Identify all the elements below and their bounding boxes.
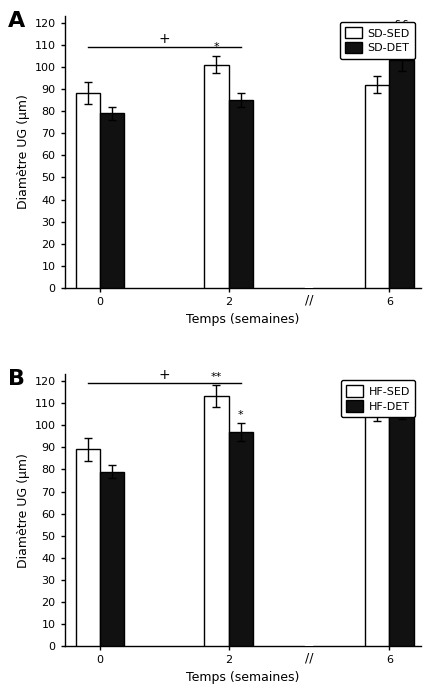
Text: **: ** xyxy=(396,388,407,398)
X-axis label: Temps (semaines): Temps (semaines) xyxy=(186,313,299,325)
Bar xyxy=(365,85,389,288)
Y-axis label: Diamètre UG (µm): Diamètre UG (µm) xyxy=(17,453,30,568)
Bar xyxy=(365,409,389,646)
Bar xyxy=(76,93,100,288)
Legend: SD-SED, SD-DET: SD-SED, SD-DET xyxy=(340,22,415,59)
Bar xyxy=(76,450,100,646)
Text: A: A xyxy=(8,10,25,31)
X-axis label: Temps (semaines): Temps (semaines) xyxy=(186,671,299,684)
Text: &&: && xyxy=(393,20,410,31)
Text: +: + xyxy=(159,368,170,382)
Bar xyxy=(204,396,229,646)
Text: *: * xyxy=(213,42,219,52)
Bar xyxy=(229,100,253,288)
Text: **: ** xyxy=(396,36,407,46)
Bar xyxy=(100,472,124,646)
Bar xyxy=(100,113,124,288)
Text: B: B xyxy=(8,369,25,389)
Legend: HF-SED, HF-DET: HF-SED, HF-DET xyxy=(340,380,415,417)
Bar xyxy=(204,65,229,288)
Text: //: // xyxy=(305,294,313,306)
Text: **: ** xyxy=(372,385,383,395)
Bar xyxy=(389,409,414,646)
Text: *: * xyxy=(238,409,244,420)
Bar xyxy=(229,432,253,646)
Text: +: + xyxy=(159,32,170,46)
Y-axis label: Diamètre UG (µm): Diamètre UG (µm) xyxy=(17,95,30,209)
Text: //: // xyxy=(305,652,313,665)
Text: **: ** xyxy=(211,372,222,382)
Bar xyxy=(389,60,414,288)
